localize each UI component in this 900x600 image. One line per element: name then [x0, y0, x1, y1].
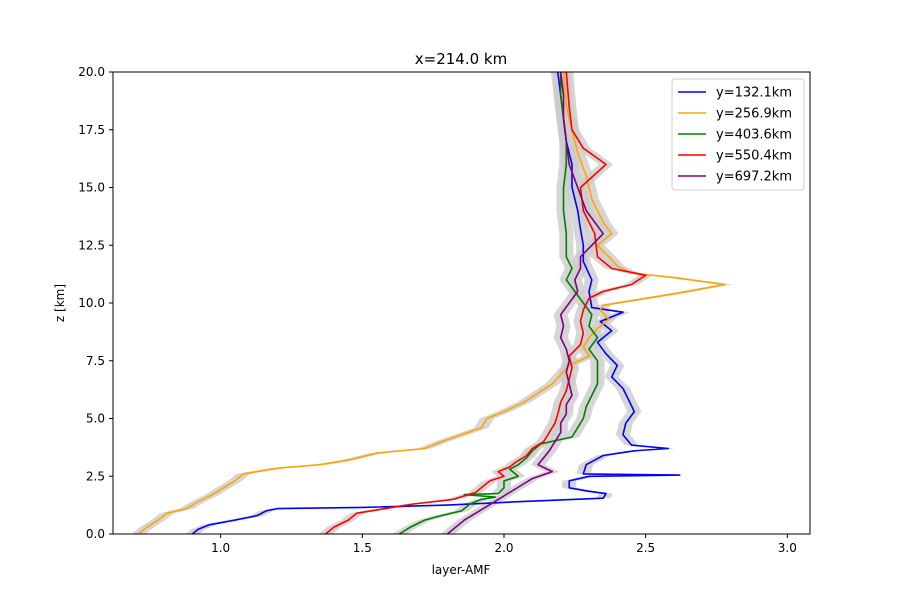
x-tick-label: 2.5 [636, 541, 655, 555]
y-tick-label: 15.0 [78, 181, 105, 195]
x-axis: 1.0 1.5 2.0 2.5 3.0 [211, 534, 797, 555]
series-line-5 [446, 71, 605, 535]
y-tick-label: 17.5 [78, 123, 105, 137]
x-tick-label: 3.0 [778, 541, 797, 555]
legend-label-3: y=403.6km [716, 128, 792, 143]
series-line-3 [398, 72, 599, 535]
series-line-2 [137, 71, 726, 535]
legend-label-4: y=550.4km [716, 149, 792, 164]
x-tick-label: 1.5 [353, 541, 372, 555]
y-tick-label: 2.5 [86, 469, 105, 483]
x-axis-label: layer-AMF [432, 563, 491, 577]
uncertainty-band-2 [131, 72, 733, 534]
x-tick-label: 2.0 [494, 541, 513, 555]
y-axis-label: z [km] [53, 284, 67, 322]
legend: y=132.1km y=256.9km y=403.6km y=550.4km y=69… [671, 78, 805, 191]
y-tick-label: 7.5 [86, 354, 105, 368]
y-tick-label: 10.0 [78, 296, 105, 310]
y-tick-label: 5.0 [86, 412, 105, 426]
legend-label-5: y=697.2km [716, 170, 792, 185]
series-lines [137, 71, 726, 535]
y-axis: 0.0 2.5 5.0 7.5 10.0 12.5 15.0 17.5 20.0 [78, 65, 113, 541]
y-tick-label: 0.0 [86, 527, 105, 541]
y-tick-label: 12.5 [78, 238, 105, 252]
series-line-4 [324, 71, 647, 535]
x-tick-label: 1.0 [211, 541, 230, 555]
legend-box [671, 78, 805, 191]
chart-title: x=214.0 km [415, 50, 507, 68]
y-tick-label: 20.0 [78, 65, 105, 79]
legend-label-2: y=256.9km [716, 107, 792, 122]
uncertainty-band-5 [440, 72, 611, 534]
series-line-1 [191, 71, 681, 535]
legend-label-1: y=132.1km [716, 86, 792, 101]
